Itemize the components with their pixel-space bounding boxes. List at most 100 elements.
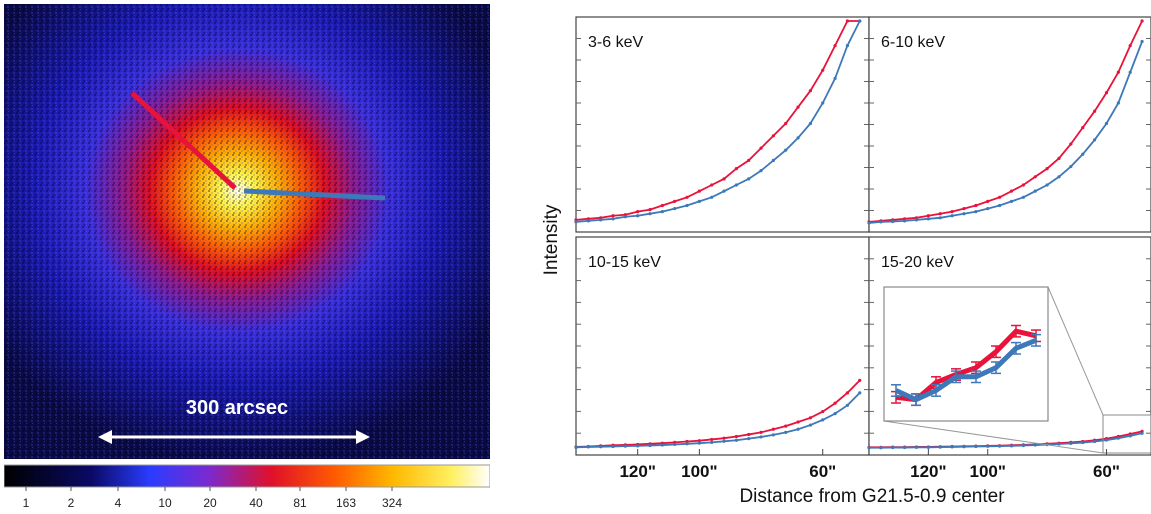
colorbar-tick-label: 20 bbox=[203, 496, 217, 510]
series-point bbox=[636, 444, 640, 448]
series-point bbox=[926, 445, 930, 449]
series-point bbox=[697, 189, 701, 193]
series-point bbox=[1116, 436, 1120, 440]
series-point bbox=[998, 195, 1002, 199]
series-point bbox=[845, 44, 850, 48]
series-point bbox=[1057, 442, 1061, 446]
panel-3: 10-15 keV bbox=[574, 236, 870, 456]
zoom-connector bbox=[883, 420, 1104, 454]
series-point bbox=[599, 445, 603, 449]
inset-series-blue bbox=[894, 337, 1037, 403]
series-point bbox=[673, 199, 677, 203]
series-point bbox=[879, 220, 883, 224]
series-point bbox=[747, 177, 751, 181]
series-point bbox=[574, 445, 578, 449]
series-point bbox=[734, 167, 738, 171]
series-point bbox=[648, 212, 652, 216]
series-point bbox=[903, 445, 907, 450]
series-point bbox=[1021, 195, 1025, 199]
series-point bbox=[697, 199, 701, 203]
panel-title: 3-6 keV bbox=[588, 34, 643, 51]
series-point bbox=[833, 412, 837, 416]
series-point bbox=[1093, 138, 1097, 142]
series-point bbox=[1081, 152, 1085, 156]
blue-profile-line bbox=[243, 188, 386, 201]
series-point bbox=[574, 220, 578, 224]
series-point bbox=[697, 441, 701, 445]
series-point bbox=[710, 440, 714, 444]
series-point bbox=[734, 434, 738, 439]
series-point bbox=[673, 442, 677, 447]
series-point bbox=[998, 444, 1002, 448]
panel-title: 6-10 keV bbox=[881, 34, 945, 51]
colorbar-tick-label: 2 bbox=[68, 496, 75, 510]
series-point bbox=[986, 206, 990, 211]
series-point bbox=[833, 401, 837, 405]
x-tick-label: 100" bbox=[970, 462, 1006, 481]
x-axis-label: Distance from G21.5-0.9 center bbox=[739, 486, 1005, 507]
series-point bbox=[771, 427, 775, 431]
series-point bbox=[697, 439, 701, 443]
series-point bbox=[1033, 443, 1037, 447]
series-point bbox=[660, 210, 664, 214]
series-point bbox=[1140, 39, 1144, 44]
scale-bar-arrowhead-left bbox=[98, 430, 112, 444]
series-point bbox=[914, 445, 919, 449]
colorbar-tick-label: 4 bbox=[115, 496, 122, 510]
colorbar-gradient bbox=[4, 464, 490, 488]
series-point bbox=[759, 435, 763, 439]
series-point bbox=[1140, 19, 1144, 23]
series-point bbox=[611, 214, 615, 218]
series-point bbox=[796, 136, 800, 140]
series-point bbox=[986, 444, 990, 448]
series-line bbox=[575, 392, 861, 449]
x-tick-label: 120" bbox=[619, 462, 655, 481]
series-point bbox=[879, 446, 883, 450]
series-point bbox=[962, 212, 966, 216]
series-point bbox=[962, 445, 966, 449]
series-line bbox=[868, 20, 1143, 223]
series-point bbox=[986, 199, 990, 203]
series-point bbox=[926, 214, 930, 218]
series-point bbox=[685, 442, 689, 446]
scale-bar-label: 300 arcsec bbox=[186, 397, 288, 419]
series-point bbox=[1021, 183, 1025, 187]
series-point bbox=[1009, 444, 1014, 448]
panel-title: 15-20 keV bbox=[881, 254, 954, 271]
series-point bbox=[673, 206, 677, 211]
series-point bbox=[1081, 126, 1085, 130]
zoom-box bbox=[1102, 414, 1151, 454]
panel-1: 3-6 keV bbox=[574, 16, 870, 233]
series-point bbox=[858, 19, 862, 23]
colorbar-tick-label: 324 bbox=[382, 496, 402, 510]
series-point bbox=[867, 221, 871, 225]
series-point bbox=[1057, 156, 1061, 160]
series-point bbox=[1128, 70, 1132, 74]
series-point bbox=[796, 105, 800, 109]
colorbar: 1 2 4 10 20 40 81 163 324 bbox=[4, 464, 490, 510]
series-point bbox=[808, 121, 812, 126]
series-point bbox=[1045, 167, 1049, 171]
series-point bbox=[1033, 175, 1037, 179]
series-point bbox=[914, 218, 919, 222]
series-point bbox=[1104, 91, 1109, 95]
series-point bbox=[796, 427, 800, 431]
series-point bbox=[796, 420, 800, 424]
series-point bbox=[845, 19, 850, 23]
profile-plots: Intensity Distance from G21.5-0.9 center… bbox=[541, 16, 1151, 507]
series-point bbox=[998, 203, 1002, 208]
series-line bbox=[575, 20, 860, 221]
series-point bbox=[808, 423, 812, 427]
panel-frame bbox=[868, 16, 1151, 233]
series-point bbox=[685, 195, 689, 199]
series-point bbox=[784, 424, 788, 428]
series-point bbox=[623, 444, 627, 448]
series-point bbox=[784, 430, 788, 434]
series-point bbox=[784, 148, 788, 152]
colorbar-tick-label: 40 bbox=[249, 496, 263, 510]
series-point bbox=[867, 446, 871, 450]
series-point bbox=[784, 121, 788, 126]
red-profile-line bbox=[130, 91, 237, 190]
series-point bbox=[821, 409, 825, 414]
series-point bbox=[1069, 142, 1073, 146]
